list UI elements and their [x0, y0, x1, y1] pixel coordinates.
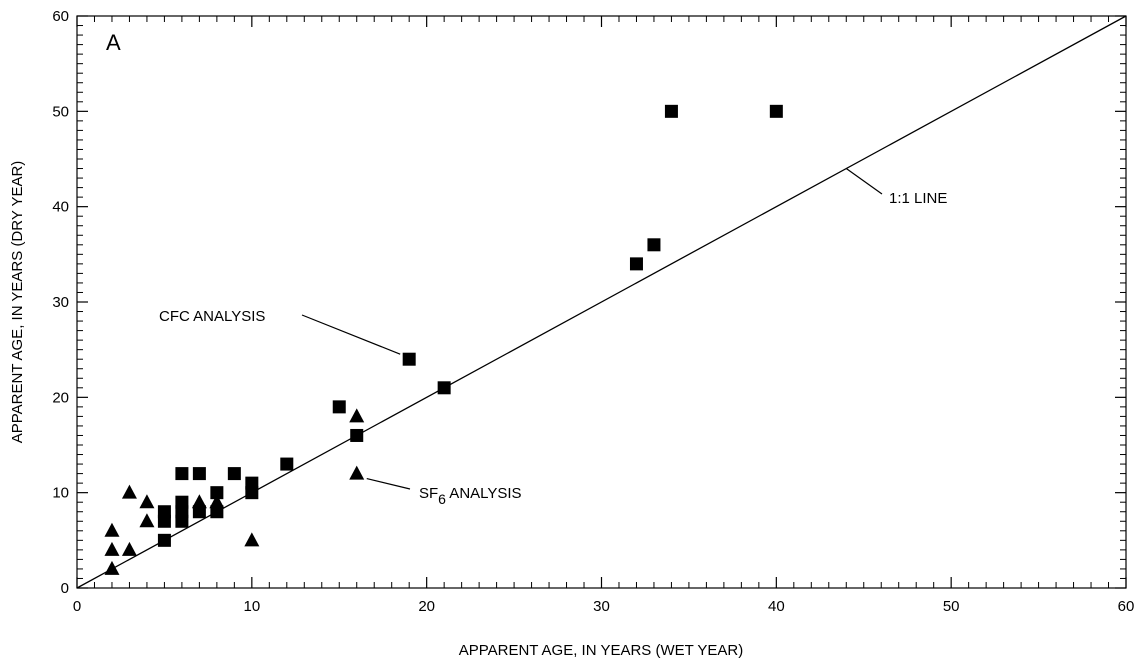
- y-tick-label: 10: [52, 485, 69, 502]
- y-tick-label: 50: [52, 103, 69, 120]
- x-tick-label: 0: [73, 598, 81, 615]
- sf6-point: [139, 513, 155, 528]
- y-tick-label: 0: [61, 580, 69, 597]
- cfc-point: [157, 533, 171, 547]
- cfc-point: [332, 400, 346, 414]
- cfc-point: [280, 457, 294, 471]
- cfc-annotation: CFC ANALYSIS: [159, 308, 265, 325]
- y-tick-label: 20: [52, 389, 69, 406]
- y-tick-label: 30: [52, 294, 69, 311]
- sf6-point: [209, 494, 225, 509]
- one-to-one-line: [76, 15, 1127, 589]
- reference-line: [76, 15, 1127, 589]
- cfc-point: [192, 505, 206, 519]
- sf6-point: [139, 494, 155, 509]
- cfc-point: [769, 104, 783, 118]
- major-ticks: [76, 15, 1127, 589]
- x-tick-label: 40: [768, 598, 785, 615]
- minor-ticks: [77, 16, 1126, 588]
- cfc-point: [437, 381, 451, 395]
- sf6-point: [104, 541, 120, 556]
- sf6-point: [349, 465, 365, 480]
- cfc-point: [629, 257, 643, 271]
- cfc-point: [210, 486, 224, 500]
- cfc-point: [227, 467, 241, 481]
- sf6-point: [121, 484, 137, 499]
- sf6-leader-line: [366, 478, 411, 490]
- cfc-point: [157, 514, 171, 528]
- line-leader: [845, 168, 883, 195]
- cfc-point: [175, 514, 189, 528]
- sf6-point: [121, 541, 137, 556]
- sf6-point: [244, 532, 260, 547]
- x-tick-label: 50: [943, 598, 960, 615]
- cfc-point: [245, 486, 259, 500]
- y-tick-label: 60: [52, 8, 69, 25]
- sf6-point: [349, 408, 365, 423]
- sf6-point: [191, 494, 207, 509]
- cfc-point: [402, 352, 416, 366]
- cfc-point: [175, 467, 189, 481]
- y-axis-title: APPARENT AGE, IN YEARS (DRY YEAR): [9, 161, 26, 444]
- x-tick-label: 60: [1118, 598, 1135, 615]
- cfc-point: [350, 428, 364, 442]
- data-markers: [104, 104, 783, 575]
- x-tick-label: 30: [593, 598, 610, 615]
- cfc-point: [210, 505, 224, 519]
- sf6-point: [104, 560, 120, 575]
- cfc-leader-line: [301, 314, 401, 355]
- panel-label: A: [106, 30, 121, 55]
- x-axis-title: APPARENT AGE, IN YEARS (WET YEAR): [459, 642, 744, 659]
- y-tick-label: 40: [52, 199, 69, 216]
- x-tick-label: 10: [243, 598, 260, 615]
- line-annotation: 1:1 LINE: [889, 190, 947, 207]
- x-tick-label: 20: [418, 598, 435, 615]
- sf6-annotation: SF6 ANALYSIS: [419, 485, 522, 507]
- sf6-point: [104, 522, 120, 537]
- cfc-point: [192, 467, 206, 481]
- tick-labels: 0 10 20 30 40 50 60 0 10 20 30 40 50 60: [52, 8, 1134, 615]
- cfc-point: [664, 104, 678, 118]
- annotations: CFC ANALYSIS SF6 ANALYSIS 1:1 LINE: [159, 168, 947, 507]
- cfc-point: [647, 238, 661, 252]
